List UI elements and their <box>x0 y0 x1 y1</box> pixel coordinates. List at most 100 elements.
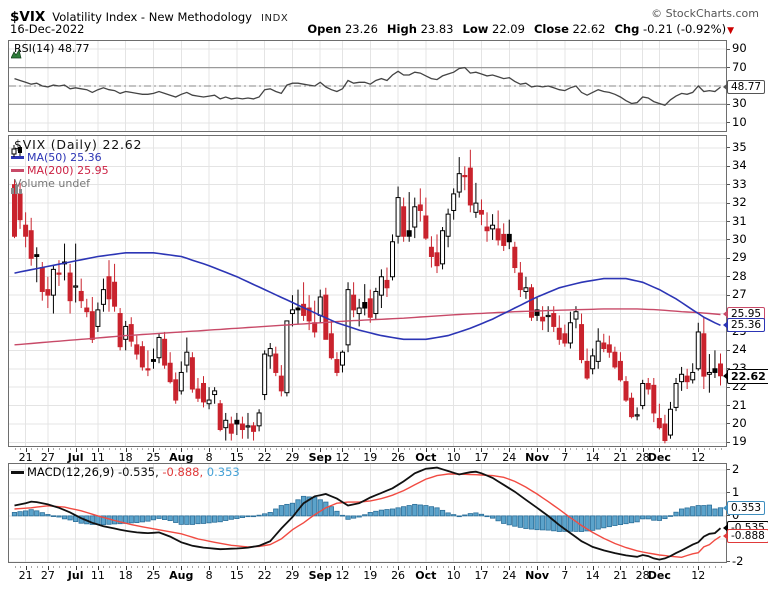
week-tick <box>509 448 511 452</box>
minor-tick <box>286 448 288 450</box>
minor-tick <box>542 566 544 568</box>
week-tick <box>292 566 294 570</box>
minor-tick <box>648 566 650 568</box>
minor-tick <box>614 566 616 568</box>
minor-tick <box>692 448 694 450</box>
macd-x-axis-label: 8 <box>205 569 213 582</box>
minor-tick <box>475 448 477 450</box>
y-axis-label: 24 <box>732 342 747 357</box>
y-axis-label: 35 <box>732 139 747 154</box>
week-tick <box>537 448 539 452</box>
week-tick <box>153 448 155 452</box>
stockcharts-credit-link[interactable]: © StockCharts.com <box>651 7 759 20</box>
week-tick <box>264 566 266 570</box>
minor-tick <box>720 448 722 450</box>
minor-tick <box>603 448 605 450</box>
minor-tick <box>147 448 149 450</box>
week-tick <box>97 566 99 570</box>
minor-tick <box>375 448 377 450</box>
minor-tick <box>253 566 255 568</box>
week-tick <box>698 566 700 570</box>
tag-arrow-icon <box>723 532 728 541</box>
minor-tick <box>92 566 94 568</box>
minor-tick <box>459 448 461 450</box>
minor-tick <box>664 566 666 568</box>
week-tick <box>320 566 322 570</box>
price-x-axis-label: 12 <box>691 451 706 464</box>
minor-tick <box>687 448 689 450</box>
price-x-axis-label: 8 <box>205 451 213 464</box>
minor-tick <box>403 566 405 568</box>
price-x-axis-label: 18 <box>118 451 133 464</box>
minor-tick <box>531 566 533 568</box>
minor-tick <box>281 448 283 450</box>
minor-tick <box>120 566 122 568</box>
price-x-axis-label: Sep <box>308 451 332 464</box>
minor-tick <box>131 448 133 450</box>
minor-tick <box>442 566 444 568</box>
y-axis-label: 31 <box>732 213 747 228</box>
minor-tick <box>553 566 555 568</box>
y-axis-tick <box>727 294 730 296</box>
quote-open: Open 23.26 <box>307 22 378 36</box>
price-x-axis-label: Nov <box>525 451 550 464</box>
minor-tick <box>386 566 388 568</box>
minor-tick <box>353 448 355 450</box>
minor-tick <box>253 448 255 450</box>
price-x-axis-label: Dec <box>647 451 671 464</box>
minor-tick <box>103 566 105 568</box>
minor-tick <box>270 448 272 450</box>
week-tick <box>47 448 49 452</box>
rsi-line <box>14 66 721 107</box>
minor-tick <box>359 566 361 568</box>
minor-tick <box>676 566 678 568</box>
y-axis-tick <box>727 515 730 517</box>
minor-tick <box>420 448 422 450</box>
macd-x-axis-label: 26 <box>391 569 406 582</box>
macd-line-icon <box>11 471 24 474</box>
week-tick <box>209 566 211 570</box>
minor-tick <box>259 448 261 450</box>
minor-tick <box>14 448 16 450</box>
minor-tick <box>20 448 22 450</box>
y-axis-tick <box>727 561 730 563</box>
minor-tick <box>136 566 138 568</box>
y-axis-tick <box>727 239 730 241</box>
minor-tick <box>414 566 416 568</box>
y-axis-tick <box>727 349 730 351</box>
minor-tick <box>548 448 550 450</box>
minor-tick <box>109 448 110 450</box>
rsi-chart-canvas <box>8 40 727 132</box>
minor-tick <box>587 566 589 568</box>
minor-tick <box>103 448 105 450</box>
macd-signal-line <box>14 473 721 559</box>
rsi-legend: RSI(14) 48.77 <box>11 42 89 58</box>
tag-arrow-icon <box>723 321 728 330</box>
minor-tick <box>109 566 110 568</box>
minor-tick <box>53 448 55 450</box>
price-x-axis-label: 25 <box>146 451 161 464</box>
y-axis-tick <box>727 184 730 186</box>
y-axis-label: 90 <box>732 41 747 56</box>
week-tick <box>181 448 183 452</box>
value-tag: 25.95 <box>723 307 766 322</box>
week-tick <box>25 566 27 570</box>
minor-tick <box>603 566 605 568</box>
minor-tick <box>81 566 83 568</box>
minor-tick <box>570 448 572 450</box>
minor-tick <box>220 566 222 568</box>
y-axis-label: 30 <box>732 231 747 246</box>
minor-tick <box>431 566 433 568</box>
week-tick <box>425 448 427 452</box>
y-axis-tick <box>727 276 730 278</box>
minor-tick <box>31 566 33 568</box>
macd-value: -0.535, <box>118 465 159 479</box>
minor-tick <box>498 566 500 568</box>
minor-tick <box>442 448 444 450</box>
minor-tick <box>542 448 544 450</box>
minor-tick <box>114 448 116 450</box>
y-axis-tick <box>727 165 730 167</box>
macd-x-axis-label: Jul <box>67 569 84 582</box>
y-axis-tick <box>727 423 730 425</box>
